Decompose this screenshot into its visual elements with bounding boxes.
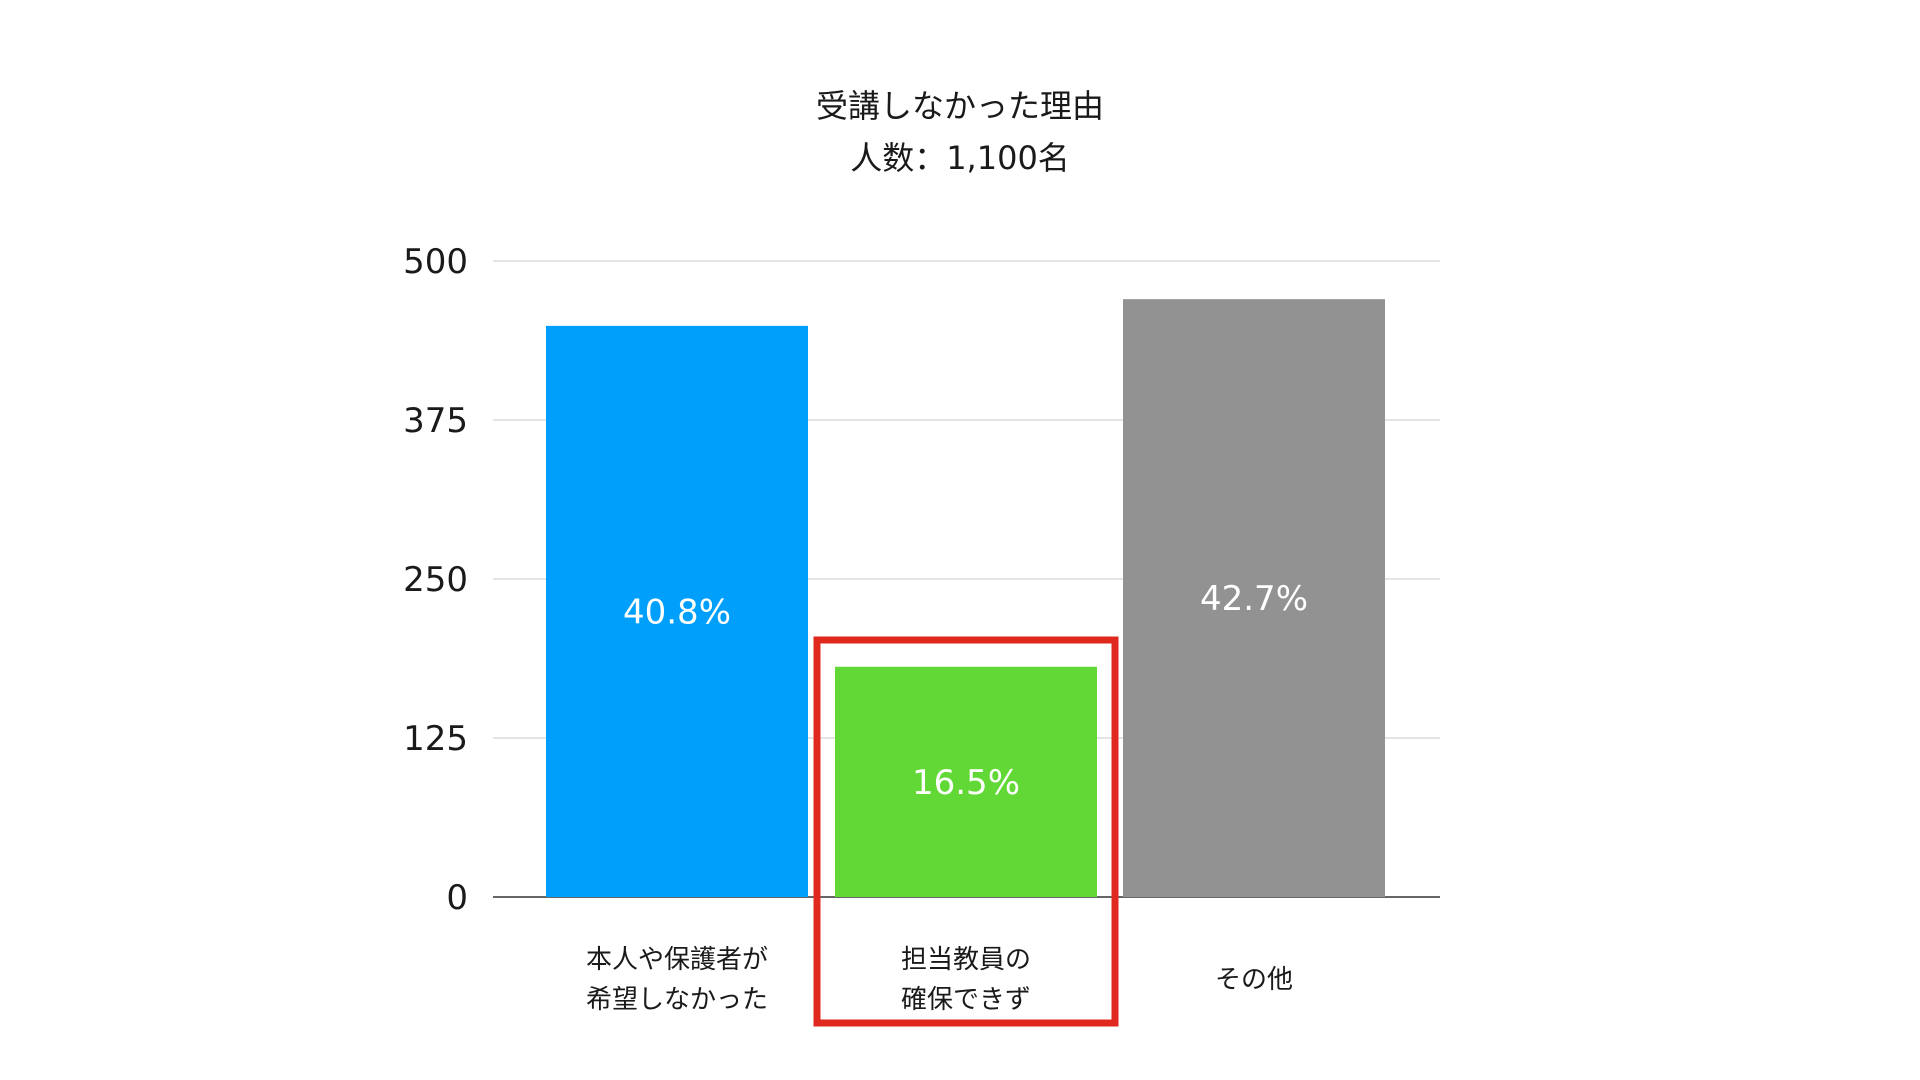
category-label: 確保できず xyxy=(901,985,1031,1015)
chart-title: 受講しなかった理由 xyxy=(815,87,1104,125)
data-label: 40.8% xyxy=(623,592,731,632)
data-labels: 40.8% 16.5% 42.7% xyxy=(623,579,1308,803)
y-tick-label: 0 xyxy=(446,878,468,918)
highlight xyxy=(813,636,1119,1027)
chart-title-block: 受講しなかった理由 人数：1,100名 xyxy=(0,80,1920,184)
y-tick-label: 500 xyxy=(403,242,468,282)
category-label: 希望しなかった xyxy=(586,985,768,1015)
category-label: 担当教員の xyxy=(901,945,1031,975)
y-tick-label: 375 xyxy=(403,401,468,441)
chart-subtitle: 人数：1,100名 xyxy=(850,139,1070,177)
bar xyxy=(1123,299,1385,897)
bars xyxy=(546,299,1385,897)
y-axis-ticks: 0 125 250 375 500 xyxy=(403,242,468,918)
category-label: 本人や保護者が xyxy=(586,945,768,975)
data-label: 16.5% xyxy=(912,763,1020,803)
category-label: その他 xyxy=(1215,965,1293,995)
y-tick-label: 125 xyxy=(403,719,468,759)
bar xyxy=(546,325,808,897)
y-tick-label: 250 xyxy=(403,560,468,600)
highlight-box xyxy=(813,636,1119,1027)
bar xyxy=(835,666,1097,897)
data-label: 42.7% xyxy=(1200,579,1308,619)
